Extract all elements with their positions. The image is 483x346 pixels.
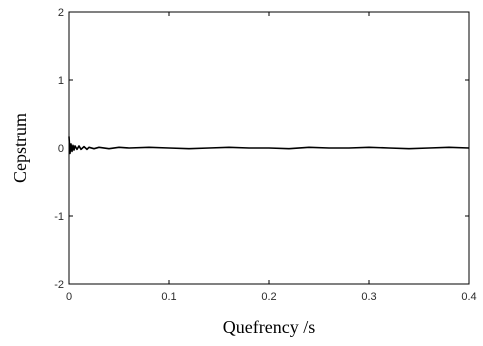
x-tick-label: 0.2: [261, 291, 276, 303]
y-tick-label: 0: [58, 143, 64, 155]
series-layer: [68, 136, 470, 155]
y-tick-label: 2: [58, 7, 64, 19]
x-tick-label: 0: [66, 291, 72, 303]
y-tick-labels: -2 -1 0 1 2: [54, 7, 64, 291]
y-tick-label: -1: [54, 211, 64, 223]
series-line: [68, 136, 470, 155]
x-axis-label: Quefrency /s: [223, 317, 315, 337]
x-tick-label: 0.4: [461, 291, 476, 303]
y-tick-label: 1: [58, 75, 64, 87]
x-tick-label: 0.3: [361, 291, 376, 303]
y-axis-label: Cepstrum: [10, 113, 30, 183]
plot-frame: [68, 11, 470, 285]
x-tick-labels: 0 0.1 0.2 0.3 0.4: [66, 291, 477, 303]
x-tick-label: 0.1: [161, 291, 176, 303]
y-tick-label: -2: [54, 279, 64, 291]
